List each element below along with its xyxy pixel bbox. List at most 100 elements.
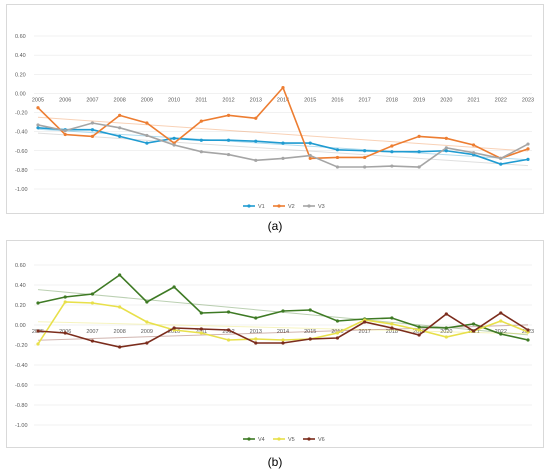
charta-legend-label-v1: V1 [258, 204, 265, 210]
charta-legend-marker-v1 [247, 204, 251, 208]
charta-series-v3-point [308, 153, 312, 158]
chartb-series-v6-point [526, 328, 530, 332]
charta-series-v2-point [417, 134, 421, 139]
charta-series-v1-point [308, 141, 312, 145]
charta-series-v3-point [417, 165, 421, 169]
chartb-xtick-label: 2019 [413, 329, 425, 335]
charta-series-v1-point [444, 149, 448, 153]
charta-series-v3-point [63, 129, 67, 133]
charta-xtick-label: 2006 [59, 97, 71, 103]
chartb-series-v4-point [172, 285, 176, 289]
charta-xtick-label: 2023 [522, 97, 534, 103]
charta-series-v3-point [471, 151, 476, 155]
chartb-legend-label-v4: V4 [258, 437, 265, 443]
chartb-series-v6-point [63, 331, 67, 335]
charta-series-v1-point [36, 126, 40, 130]
charta-ytick-label: 0.20 [15, 72, 26, 78]
charta-xtick-label: 2014 [277, 97, 289, 103]
chartb-series-v6-point [499, 311, 503, 315]
chart-b-frame: 0.60 0.40 0.20 0.00 -0.20 -0.40 -0.60 -0.80 -1.0… [6, 240, 544, 448]
charta-series-v3-point [199, 150, 203, 154]
chartb-ytick-label: -0.60 [15, 383, 28, 389]
chartb-legend-marker-v5 [277, 437, 281, 441]
charta-series-v1-point [172, 136, 176, 140]
chartb-series-v6-point [90, 339, 95, 343]
chartb-series-v5-point [90, 301, 95, 305]
chartb-xtick-label: 2008 [114, 329, 126, 335]
charta-xtick-label: 2007 [86, 97, 98, 103]
charta-series-v2-point [526, 147, 530, 151]
charta-ytick-label: -0.60 [15, 149, 28, 155]
charta-series-v1-point [363, 149, 367, 153]
charta-series-v1-point [254, 139, 258, 143]
charta-trendline-v2 [37, 116, 529, 152]
chartb-series-v4-point [417, 325, 421, 329]
charta-series-v2-point [254, 116, 258, 120]
chartb-series-v4-point [526, 338, 530, 342]
chartb-xtick-label: 2013 [250, 329, 262, 335]
chartb-series-v6-point [226, 328, 231, 332]
charta-series-v1-point [145, 141, 149, 145]
charta-xtick-label: 2005 [32, 97, 44, 103]
chartb-series-v4-point [90, 292, 95, 296]
chartb-series-v5-point [390, 322, 394, 326]
chartb-ytick-label: -0.40 [15, 363, 28, 369]
charta-trendline-v3 [37, 132, 529, 167]
chartb-legend-label-v5: V5 [288, 437, 295, 443]
chartb-xtick-label: 2022 [495, 329, 507, 335]
chartb-series-v4-point [281, 309, 285, 313]
chartb-legend-marker-v4 [247, 437, 251, 441]
charta-xtick-label: 2020 [440, 97, 452, 103]
charta-series-v2-point [444, 136, 448, 140]
charta-series-v1-point [526, 157, 530, 161]
chartb-series-v5-point [254, 337, 258, 341]
chartb-trendline-v5 [37, 321, 529, 335]
chartb-series-v4-point [499, 332, 503, 336]
chartb-series-v5-point [145, 320, 149, 324]
chartb-series-v5-point [281, 338, 285, 342]
charta-legend-marker-v3 [307, 204, 311, 208]
chartb-ytick-label: -0.20 [15, 343, 28, 349]
charta-series-v2-point [308, 156, 312, 160]
charta-series-v3-point [36, 123, 40, 127]
panel-label-a: (a) [267, 219, 283, 233]
chartb-series-v4-point [36, 301, 40, 305]
charta-series-v1-point [199, 138, 203, 142]
chartb-series-v4-point [335, 319, 340, 323]
chartb-series-v5-point [499, 319, 503, 323]
charta-xtick-label: 2009 [141, 97, 153, 103]
chartb-xtick-label: 2020 [440, 329, 452, 335]
charta-series-v3-point [281, 156, 285, 160]
charta-legend-label-v2: V2 [288, 204, 295, 210]
chartb-xtick-label: 2007 [86, 329, 98, 335]
chartb-series-v5-point [118, 305, 122, 309]
charta-series-v1-point [226, 138, 231, 142]
charta-ytick-label: 0.60 [15, 34, 26, 40]
chartb-ytick-label: -0.80 [15, 403, 28, 409]
charta-series-v3-point [118, 126, 122, 130]
charta-series-v2-point [226, 113, 231, 117]
charta-xtick-label: 2018 [386, 97, 398, 103]
chartb-series-v5-point [417, 328, 421, 332]
chartb-ytick-label: 0.20 [15, 303, 26, 309]
charta-ytick-label: 0.00 [15, 91, 26, 97]
chartb-xtick-label: 2018 [386, 329, 398, 335]
charta-series-v3-point [499, 156, 503, 160]
charta-legend-label-v3: V3 [318, 204, 325, 210]
chartb-series-v4-point [390, 316, 394, 320]
charta-series-v2-point [281, 86, 285, 90]
chartb-series-v6-point [308, 337, 312, 341]
chartb-series-v5-point [444, 335, 448, 339]
chartb-series-v4-point [199, 311, 203, 315]
chartb-ytick-label: 0.40 [15, 283, 26, 289]
charta-series-v2-point [63, 132, 67, 137]
charta-xtick-label: 2017 [359, 97, 371, 103]
charta-series-v3-point [444, 146, 448, 150]
chartb-ytick-label: 0.00 [15, 323, 26, 329]
chartb-xtick-label: 2012 [222, 329, 234, 335]
charta-series-v2-point [390, 144, 394, 148]
chartb-ytick-label: 0.60 [15, 263, 26, 269]
chartb-ytick-label: -1.00 [15, 423, 28, 429]
charta-ytick-label: -0.40 [15, 130, 28, 136]
chartb-xtick-label: 2010 [168, 329, 180, 335]
